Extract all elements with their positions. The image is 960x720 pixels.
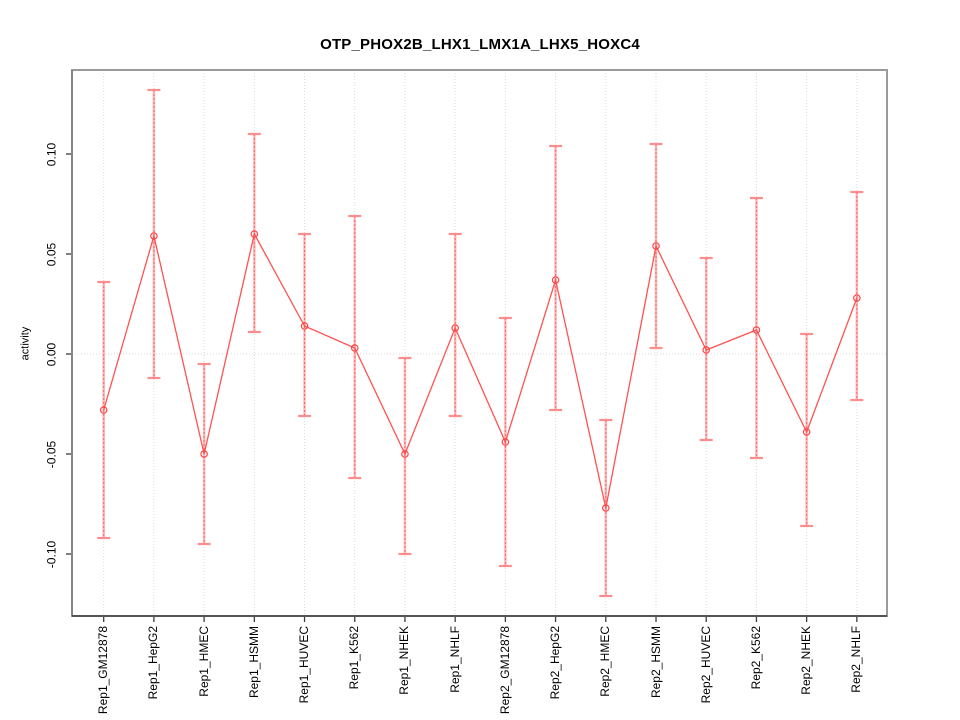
x-tick-label: Rep1_GM12878 xyxy=(96,626,111,715)
x-tick-label: Rep1_HSMM xyxy=(246,626,261,699)
data-point-marker xyxy=(99,406,108,414)
x-tick-label: Rep2_HMEC xyxy=(598,626,613,697)
data-point-marker xyxy=(300,322,309,330)
x-tick-label: Rep2_HUVEC xyxy=(698,626,713,704)
data-point-marker xyxy=(451,324,459,332)
data-point-marker xyxy=(350,344,359,352)
data-point-marker xyxy=(702,346,711,354)
data-point-marker xyxy=(150,232,158,240)
plot-frame xyxy=(71,69,888,617)
y-tick-label: -0.10 xyxy=(44,540,59,568)
x-tick-label: Rep1_NHLF xyxy=(447,626,462,693)
data-point-marker xyxy=(200,450,208,458)
data-point-marker xyxy=(853,294,861,302)
data-point-marker xyxy=(250,230,259,238)
x-tick-label: Rep2_HSMM xyxy=(648,626,663,699)
x-tick-label: Rep1_HepG2 xyxy=(146,626,161,700)
chart-title: OTP_PHOX2B_LHX1_LMX1A_LHX5_HOXC4 xyxy=(320,36,640,53)
x-tick-label: Rep1_K562 xyxy=(347,626,362,690)
data-point-marker xyxy=(551,276,560,284)
x-tick-label: Rep1_HMEC xyxy=(196,626,211,697)
x-tick-label: Rep2_GM12878 xyxy=(497,626,512,715)
x-tick-label: Rep1_HUVEC xyxy=(297,626,312,704)
x-tick-label: Rep2_HepG2 xyxy=(548,626,563,700)
data-point-marker xyxy=(401,450,409,458)
y-tick-label: -0.05 xyxy=(44,440,59,468)
y-tick-label: 0.05 xyxy=(44,242,59,266)
data-point-marker xyxy=(601,504,610,512)
data-point-marker xyxy=(752,326,761,334)
data-point-marker xyxy=(501,438,510,446)
y-tick-label: 0.10 xyxy=(44,142,59,166)
x-tick-label: Rep2_K562 xyxy=(748,626,763,690)
data-point-marker xyxy=(652,242,660,250)
x-tick-label: Rep2_NHEK xyxy=(799,626,814,695)
x-tick-label: Rep2_NHLF xyxy=(849,626,864,693)
x-tick-label: Rep1_NHEK xyxy=(397,626,412,695)
y-tick-label: 0.00 xyxy=(44,342,59,366)
data-point-marker xyxy=(802,428,811,436)
series-line xyxy=(103,232,858,509)
